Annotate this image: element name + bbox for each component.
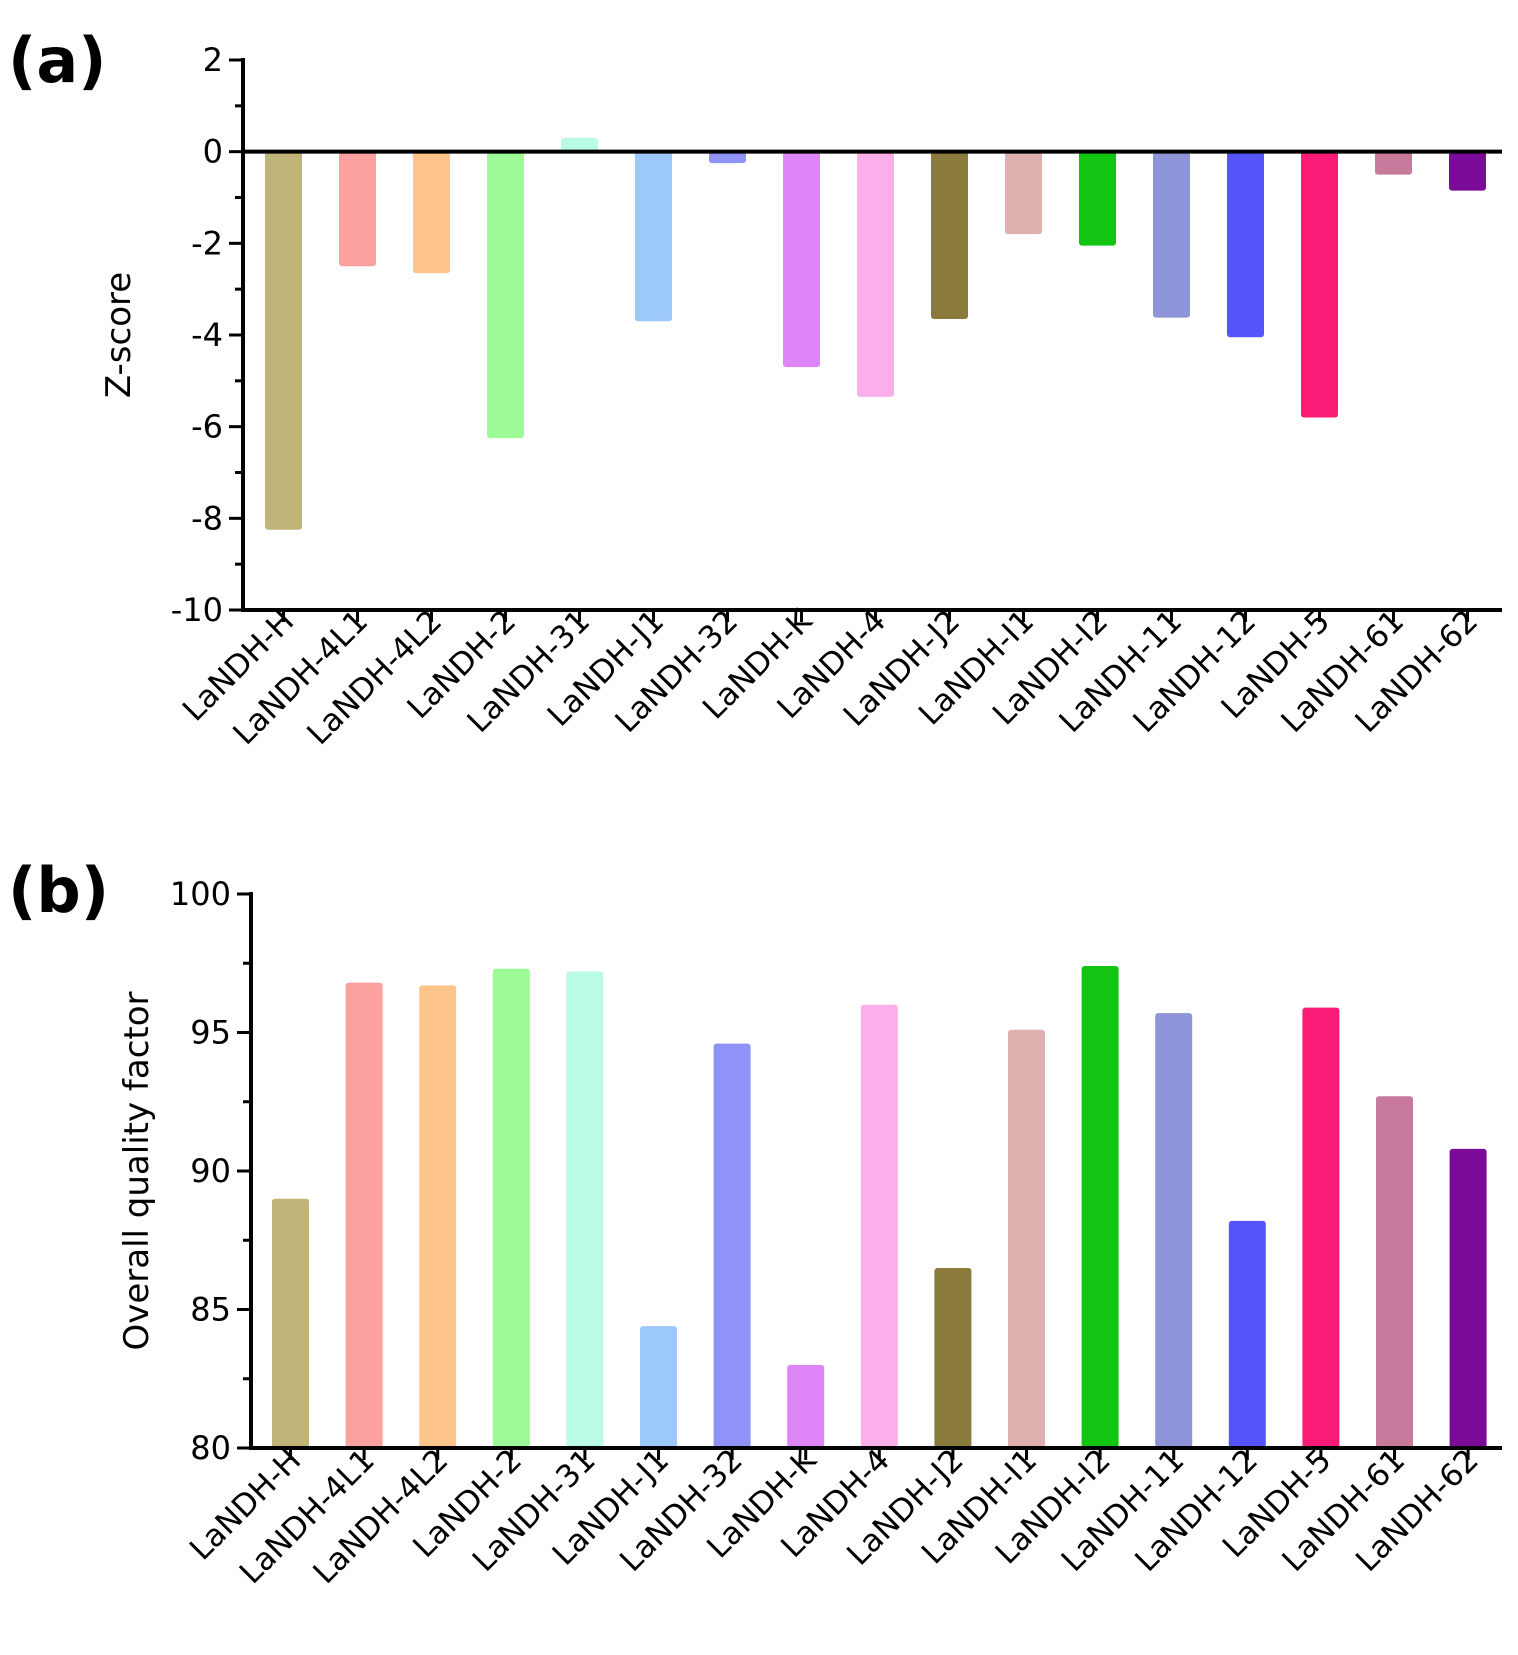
bar-landh-32 [709,151,746,164]
y-tick-label: 2 [203,41,223,79]
panel-label: (a) [8,24,107,97]
bar-landh-i2 [1079,151,1116,246]
bar-landh-5 [1301,151,1338,418]
bar-landh-61 [1375,151,1412,175]
y-axis-label: Z-score [99,272,139,398]
y-tick-label: 0 [203,133,223,171]
bar-landh-2 [487,151,524,439]
y-tick-label: -2 [191,224,223,262]
y-tick-label: -4 [191,316,223,354]
bar-landh-i1 [1008,1029,1045,1448]
bar-landh-i2 [1081,966,1119,1448]
bar-landh-h [265,151,302,530]
bar-landh-12 [1228,1220,1266,1448]
y-tick-label: -8 [191,499,223,537]
bar-landh-62 [1449,151,1486,191]
bar-landh-32 [713,1043,751,1448]
bar-landh-11 [1155,1013,1193,1448]
bar-landh-61 [1376,1096,1413,1448]
bar-landh-12 [1227,151,1264,338]
bar-landh-j2 [931,151,968,319]
y-tick-label: -10 [171,591,223,629]
bar-landh-5 [1302,1007,1340,1448]
y-tick-label: -6 [191,408,223,446]
y-axis-label: Overall quality factor [117,991,157,1350]
bar-landh-j2 [934,1267,972,1448]
chart-panel-b: (b)Overall quality factor10095908580LaND… [8,854,1502,1591]
bar-landh-4l2 [419,985,457,1448]
panel-label: (b) [8,854,109,927]
bar-landh-4l2 [413,151,450,274]
bar-landh-31 [561,137,598,152]
bar-landh-4l1 [339,151,376,267]
bar-landh-4 [857,151,894,397]
y-tick-label: 80 [190,1429,231,1467]
bar-landh-i1 [1005,151,1042,235]
bar-landh-31 [566,971,604,1448]
chart-panel-a: (a)Z-score20-2-4-6-8-10LaNDH-HLaNDH-4L1L… [8,24,1502,752]
y-tick-label: 85 [190,1291,231,1329]
y-tick-label: 100 [170,875,231,913]
bar-landh-k [787,1364,825,1448]
bar-landh-2 [492,968,530,1448]
bar-landh-4l1 [345,982,383,1448]
y-tick-label: 95 [190,1014,231,1052]
bar-landh-11 [1153,151,1190,318]
bar-landh-62 [1449,1148,1487,1448]
y-tick-label: 90 [190,1152,231,1190]
bar-landh-h [272,1198,309,1448]
bar-landh-4 [860,1004,898,1448]
bar-landh-j1 [635,151,672,322]
bar-landh-k [783,151,820,368]
bar-landh-j1 [640,1326,677,1448]
